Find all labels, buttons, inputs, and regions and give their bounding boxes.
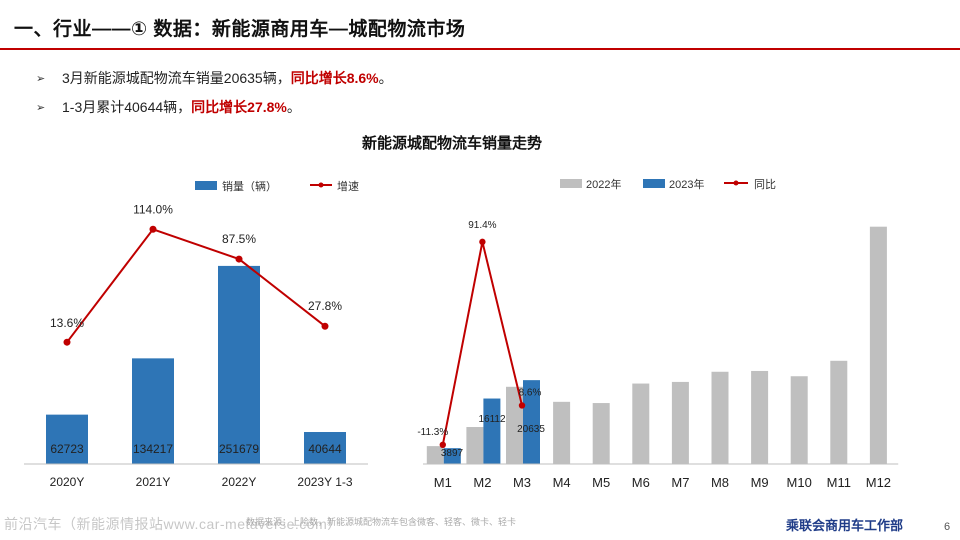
bar-2023-value-label: 20635 (517, 424, 545, 435)
x-tick-label: M6 (632, 475, 650, 490)
bullet-highlight: 同比增长27.8% (191, 99, 287, 115)
bar-value-label: 251679 (219, 442, 259, 456)
title-divider (0, 48, 960, 50)
x-tick-label: 2023Y 1-3 (297, 475, 352, 489)
bullet-text: 3月新能源城配物流车销量20635辆， (62, 70, 291, 86)
x-tick-label: M12 (866, 475, 891, 490)
x-tick-label: 2022Y (222, 475, 257, 489)
bar-value-label: 40644 (308, 442, 342, 456)
page-number: 6 (944, 521, 951, 533)
x-tick-label: M4 (553, 475, 571, 490)
bar-annual-sales (304, 432, 346, 464)
bar-2022 (466, 427, 484, 464)
x-tick-label: M3 (513, 475, 531, 490)
legend-marker-growth (318, 182, 324, 188)
yoy-label: 8.6% (519, 387, 542, 398)
bar-2022 (751, 370, 769, 464)
bullet-tail: 。 (378, 70, 393, 86)
yoy-label: 91.4% (468, 220, 496, 231)
legend-label-2023: 2023年 (669, 177, 704, 191)
yoy-point (518, 402, 526, 409)
bar-2023-value-label: 16112 (478, 414, 506, 425)
x-tick-label: M11 (827, 475, 851, 490)
x-tick-label: 2021Y (136, 475, 171, 489)
bullet-item: ➢ 3月新能源城配物流车销量20635辆， 同比增长8.6%。 (36, 66, 393, 90)
growth-point (63, 338, 71, 346)
bar-2022 (506, 386, 523, 464)
legend-label-yoy: 同比 (754, 178, 776, 191)
org-name: 乘联会商用车工作部 (786, 518, 904, 533)
yoy-label: -11.3% (417, 427, 448, 438)
x-tick-label: M1 (434, 475, 452, 490)
bar-2022 (426, 446, 444, 464)
data-source-note: 数据来源：上险数，新能源城配物流车包含微客、轻客、微卡、轻卡 (246, 517, 517, 527)
bar-2023 (443, 448, 461, 464)
bar-2022 (632, 383, 650, 464)
bar-2022 (553, 401, 571, 464)
bullet-text: 1-3月累计40644辆， (62, 99, 192, 115)
legend-swatch-2022 (560, 179, 582, 188)
legend-label-2022: 2022年 (586, 177, 621, 191)
x-tick-label: M9 (751, 475, 769, 490)
arrow-bullet-icon: ➢ (36, 72, 46, 85)
bar-value-label: 62723 (50, 442, 84, 456)
bar-annual-sales (46, 414, 88, 464)
legend-swatch-sales (195, 181, 217, 190)
bullet-highlight: 同比增长8.6% (290, 70, 379, 86)
bar-value-label: 134217 (133, 442, 173, 456)
bar-2023-value-label: 3897 (441, 448, 464, 459)
growth-label: 13.6% (50, 316, 84, 330)
growth-label: 114.0% (133, 202, 173, 216)
bar-annual-sales (132, 358, 174, 464)
bar-2023 (483, 398, 501, 464)
legend-label-growth: 增速 (337, 179, 359, 193)
chart-title: 新能源城配物流车销量走势 (361, 135, 542, 152)
bar-2023 (523, 380, 540, 464)
growth-label: 87.5% (222, 232, 256, 246)
growth-line (66, 228, 326, 343)
x-tick-label: M10 (787, 475, 812, 490)
bar-2022 (830, 360, 848, 464)
growth-point (321, 322, 329, 330)
x-tick-label: M7 (671, 475, 689, 490)
watermark-text: 前沿汽车（新能源情报站www.car-metaverse.com） (4, 516, 342, 532)
page-title: 一、行业——① 数据：新能源商用车—城配物流市场 (14, 19, 466, 40)
x-tick-label: M5 (592, 475, 610, 490)
bar-2022 (869, 226, 887, 464)
bullet-list: ➢ 3月新能源城配物流车销量20635辆， 同比增长8.6%。 ➢ 1-3月累计4… (36, 66, 393, 124)
bullet-tail: 。 (286, 99, 301, 115)
growth-label: 27.8% (308, 299, 342, 313)
legend-marker-yoy (733, 180, 739, 186)
x-tick-label: 2020Y (50, 475, 85, 489)
yoy-point (439, 441, 446, 449)
x-tick-label: M2 (473, 475, 491, 490)
bar-annual-sales (218, 265, 260, 464)
bar-2022 (790, 376, 808, 464)
legend-swatch-2023 (643, 179, 665, 188)
legend-label-sales: 销量（辆） (222, 179, 277, 193)
bar-2022 (592, 403, 610, 464)
bar-2022 (711, 371, 729, 464)
yoy-point (479, 238, 486, 246)
bar-2022 (671, 381, 689, 464)
arrow-bullet-icon: ➢ (36, 101, 46, 114)
growth-point (235, 255, 243, 263)
bullet-item: ➢ 1-3月累计40644辆， 同比增长27.8%。 (36, 95, 393, 119)
growth-point (149, 225, 157, 233)
x-tick-label: M8 (711, 475, 729, 490)
